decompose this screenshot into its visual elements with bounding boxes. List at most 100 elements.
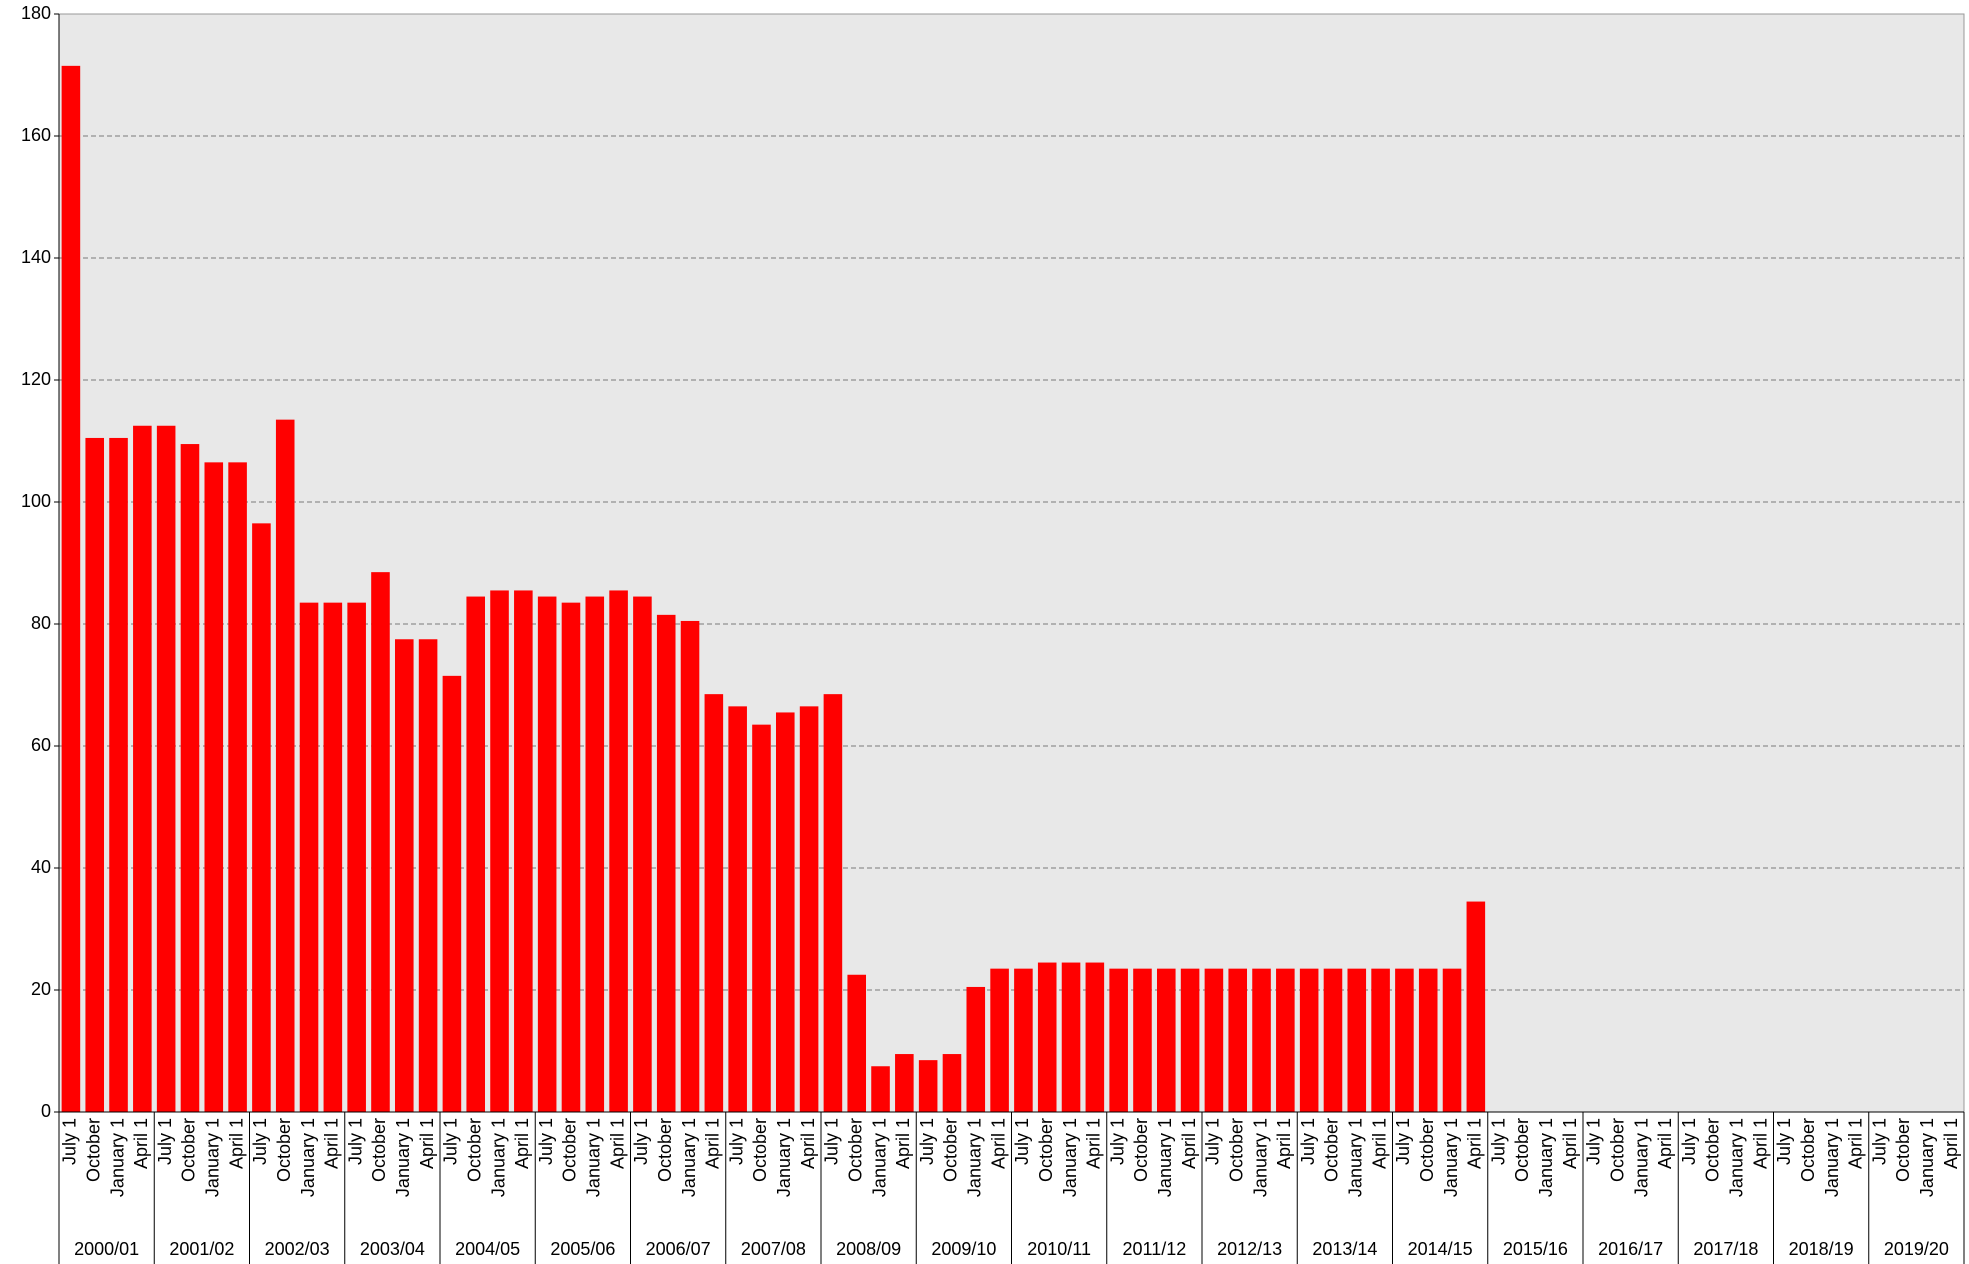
y-tick-label: 120 — [21, 369, 51, 389]
x-tick-label: April 1 — [1084, 1118, 1104, 1169]
x-tick-label: October — [83, 1118, 103, 1182]
x-tick-label: October — [560, 1118, 580, 1182]
x-tick-label: October — [1512, 1118, 1532, 1182]
bar — [704, 694, 724, 1112]
x-tick-label: October — [179, 1118, 199, 1182]
group-label: 2009/10 — [931, 1239, 996, 1259]
group-label: 2006/07 — [646, 1239, 711, 1259]
bar — [1180, 968, 1200, 1112]
x-tick-label: April 1 — [1750, 1118, 1770, 1169]
plot-area — [58, 13, 1965, 1113]
x-tick-label: January 1 — [298, 1118, 318, 1197]
bar — [323, 602, 343, 1112]
x-tick-label: July 1 — [60, 1118, 80, 1165]
group-label: 2003/04 — [360, 1239, 425, 1259]
x-tick-label: April 1 — [226, 1118, 246, 1169]
x-tick-label: January 1 — [203, 1118, 223, 1197]
bar — [347, 602, 366, 1112]
y-tick-label: 80 — [31, 613, 51, 633]
x-tick-label: July 1 — [1107, 1118, 1127, 1165]
x-tick-label: October — [1607, 1118, 1627, 1182]
x-tick-label: October — [1798, 1118, 1818, 1182]
bar — [609, 590, 628, 1112]
group-label: 2001/02 — [169, 1239, 234, 1259]
x-tick-label: April 1 — [1465, 1118, 1485, 1169]
x-tick-label: April 1 — [131, 1118, 151, 1169]
x-tick-label: October — [655, 1118, 675, 1182]
x-tick-label: July 1 — [1584, 1118, 1604, 1165]
x-tick-label: July 1 — [250, 1118, 270, 1165]
bar — [585, 596, 605, 1112]
group-label: 2014/15 — [1408, 1239, 1473, 1259]
x-tick-label: October — [1226, 1118, 1246, 1182]
bar — [1037, 962, 1057, 1112]
bar — [442, 675, 462, 1112]
group-label: 2010/11 — [1027, 1239, 1091, 1259]
x-tick-label: January 1 — [1536, 1118, 1556, 1197]
x-tick-label: January 1 — [965, 1118, 985, 1197]
bar — [180, 444, 200, 1112]
bar — [1276, 968, 1295, 1112]
x-tick-label: July 1 — [631, 1118, 651, 1165]
x-tick-label: January 1 — [679, 1118, 699, 1197]
bar — [85, 437, 105, 1112]
bar — [61, 65, 81, 1113]
y-tick-label: 100 — [21, 491, 51, 511]
x-tick-label: July 1 — [917, 1118, 937, 1165]
bar — [871, 1066, 890, 1112]
x-tick-label: January 1 — [1441, 1118, 1461, 1197]
group-label: 2013/14 — [1312, 1239, 1377, 1259]
bar — [1371, 968, 1390, 1112]
y-tick-label: 160 — [21, 125, 51, 145]
x-tick-label: October — [369, 1118, 389, 1182]
y-tick-label: 140 — [21, 247, 51, 267]
group-label: 2004/05 — [455, 1239, 520, 1259]
x-tick-label: July 1 — [822, 1118, 842, 1165]
x-tick-label: October — [1322, 1118, 1342, 1182]
x-tick-label: January 1 — [1250, 1118, 1270, 1197]
bar — [275, 419, 295, 1112]
x-tick-label: April 1 — [607, 1118, 627, 1169]
bar — [1061, 962, 1081, 1112]
x-tick-label: October — [1417, 1118, 1437, 1182]
bar — [895, 1054, 914, 1112]
bar — [1442, 968, 1462, 1112]
bar — [1014, 968, 1033, 1112]
bar — [1347, 968, 1367, 1112]
group-label: 2000/01 — [74, 1239, 139, 1259]
y-tick-label: 60 — [31, 735, 51, 755]
group-label: 2015/16 — [1503, 1239, 1568, 1259]
bar — [847, 974, 867, 1112]
bar — [537, 596, 557, 1112]
x-tick-label: April 1 — [988, 1118, 1008, 1169]
x-tick-label: April 1 — [1655, 1118, 1675, 1169]
bar — [490, 590, 509, 1112]
x-tick-label: July 1 — [1774, 1118, 1794, 1165]
x-tick-label: April 1 — [322, 1118, 342, 1169]
bar — [728, 706, 747, 1112]
bar — [990, 968, 1009, 1112]
bar — [133, 425, 152, 1112]
x-tick-label: October — [1893, 1118, 1913, 1182]
bar — [1466, 901, 1486, 1112]
bar — [1133, 968, 1152, 1112]
x-tick-label: January 1 — [107, 1118, 127, 1197]
x-tick-label: January 1 — [774, 1118, 794, 1197]
group-label: 2005/06 — [550, 1239, 615, 1259]
bar — [418, 639, 438, 1112]
bar — [394, 639, 414, 1112]
x-tick-label: April 1 — [1941, 1118, 1961, 1169]
x-tick-label: October — [750, 1118, 770, 1182]
x-tick-label: January 1 — [393, 1118, 413, 1197]
y-tick-label: 40 — [31, 857, 51, 877]
bar — [1323, 968, 1343, 1112]
bar — [823, 694, 843, 1112]
bar — [299, 602, 319, 1112]
x-tick-label: July 1 — [1203, 1118, 1223, 1165]
y-tick-label: 20 — [31, 979, 51, 999]
x-tick-label: January 1 — [1631, 1118, 1651, 1197]
bar — [1085, 962, 1105, 1112]
group-label: 2018/19 — [1789, 1239, 1854, 1259]
bar — [1418, 968, 1438, 1112]
bar — [466, 596, 486, 1112]
